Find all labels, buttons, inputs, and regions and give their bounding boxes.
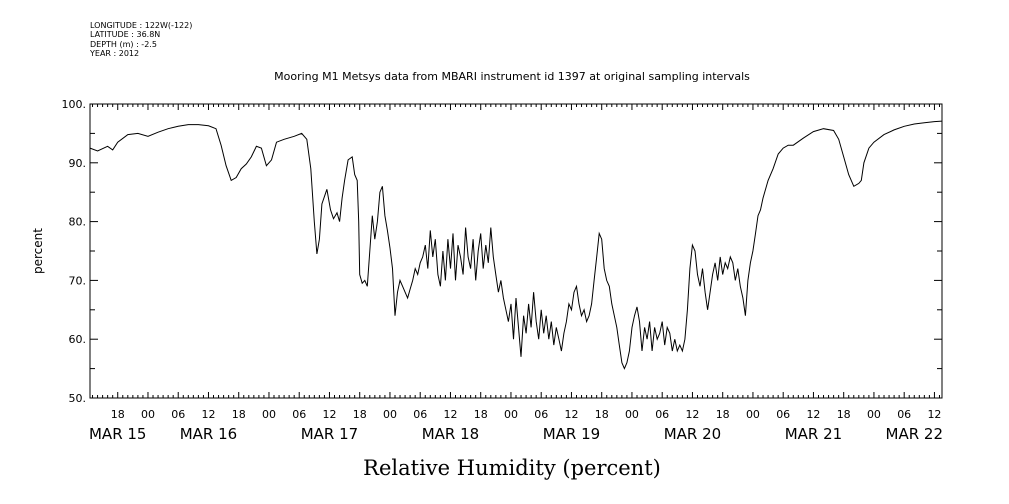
x-hour-label: 00 xyxy=(625,408,639,421)
latitude-text: LATITUDE : 36.8N xyxy=(90,30,161,40)
longitude-text: LONGITUDE : 122W(-122) xyxy=(90,21,193,30)
x-hour-label: 12 xyxy=(443,408,457,421)
x-hour-label: 00 xyxy=(867,408,881,421)
x-hour-label: 06 xyxy=(897,408,911,421)
x-hour-label: 06 xyxy=(776,408,790,421)
x-hour-label: 18 xyxy=(111,408,125,421)
x-hour-label: 12 xyxy=(564,408,578,421)
x-hour-label: 06 xyxy=(292,408,306,421)
y-tick-label: 50. xyxy=(69,392,87,405)
x-hour-label: 06 xyxy=(413,408,427,421)
x-hour-label: 06 xyxy=(171,408,185,421)
x-hour-label: 00 xyxy=(504,408,518,421)
x-hour-label: 12 xyxy=(201,408,215,421)
x-hour-labels: 18 00 06 12 18 00 06 12 18 00 06 12 18 00 06 12 18 00 06 12… xyxy=(111,408,942,421)
depth-text: DEPTH (m) : -2.5 xyxy=(90,39,157,49)
x-hour-label: 06 xyxy=(655,408,669,421)
x-hour-label: 12 xyxy=(927,408,941,421)
x-hour-label: 12 xyxy=(685,408,699,421)
x-hour-label: 18 xyxy=(716,408,730,421)
y-tick-label: 70. xyxy=(69,274,87,287)
x-hour-label: 00 xyxy=(383,408,397,421)
x-day-labels: MAR 15 MAR 16 MAR 17 MAR 18 MAR 19 MAR 20 MAR … xyxy=(89,425,943,443)
x-hour-label: 12 xyxy=(806,408,820,421)
x-hour-label: 18 xyxy=(474,408,488,421)
y-tick-label: 100. xyxy=(62,98,87,111)
y-axis-label: percent xyxy=(31,228,45,274)
x-day-label: MAR 20 xyxy=(664,425,721,443)
x-day-label: MAR 16 xyxy=(180,425,237,443)
x-hour-label: 18 xyxy=(837,408,851,421)
x-axis-label: Relative Humidity (percent) xyxy=(363,456,661,480)
axis-ticks xyxy=(90,103,942,399)
x-hour-label: 18 xyxy=(353,408,367,421)
humidity-series-line xyxy=(89,120,943,370)
x-day-label: MAR 22 xyxy=(886,425,943,443)
y-tick-label: 80. xyxy=(69,216,87,229)
x-hour-label: 00 xyxy=(262,408,276,421)
x-hour-label: 00 xyxy=(746,408,760,421)
x-day-label: MAR 19 xyxy=(543,425,600,443)
year-text: YEAR : 2012 xyxy=(90,48,140,58)
x-day-label: MAR 18 xyxy=(422,425,479,443)
y-tick-label: 60. xyxy=(69,333,87,346)
x-hour-label: 06 xyxy=(534,408,548,421)
x-hour-label: 18 xyxy=(232,408,246,421)
x-hour-label: 12 xyxy=(322,408,336,421)
x-hour-label: 18 xyxy=(595,408,609,421)
x-day-label: MAR 15 xyxy=(89,425,146,443)
y-tick-labels: 50. 60. 70. 80. 90. 100. xyxy=(62,98,87,405)
chart-title: Mooring M1 Metsys data from MBARI instru… xyxy=(274,70,750,83)
plot-frame xyxy=(89,103,943,399)
x-day-label: MAR 17 xyxy=(301,425,358,443)
y-tick-label: 90. xyxy=(69,157,87,170)
x-day-label: MAR 21 xyxy=(785,425,842,443)
station-metadata: LONGITUDE : 122W(-122) LATITUDE : 36.8N … xyxy=(90,21,192,58)
x-hour-label: 00 xyxy=(141,408,155,421)
